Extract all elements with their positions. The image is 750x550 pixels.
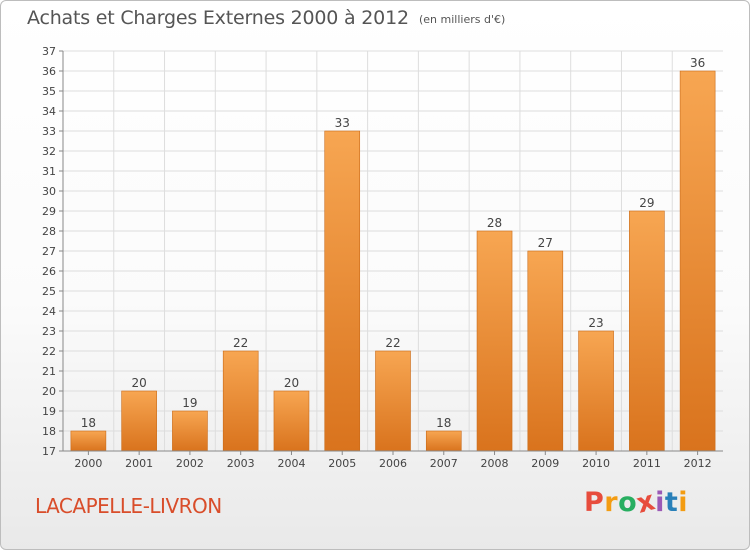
place-name: LACAPELLE-LIVRON: [35, 494, 222, 518]
data-label: 20: [132, 376, 147, 390]
data-label: 19: [182, 396, 197, 410]
x-tick-label: 2002: [176, 457, 204, 470]
bar-2010: [578, 330, 614, 452]
x-tick-label: 2010: [582, 457, 610, 470]
logo-letter: r: [604, 487, 619, 518]
data-label: 22: [233, 336, 248, 350]
bar-2004: [273, 390, 310, 452]
x-tick-label: 2009: [531, 457, 559, 470]
bar-2005: [324, 130, 361, 452]
y-tick-label: 24: [42, 305, 56, 318]
data-label: 18: [436, 416, 451, 430]
y-tick-label: 25: [42, 285, 56, 298]
data-label: 29: [639, 196, 654, 210]
data-label: 27: [538, 236, 553, 250]
logo-letter: i: [678, 487, 689, 518]
data-label: 36: [690, 56, 705, 70]
logo-letter: t: [664, 487, 679, 518]
data-label: 22: [385, 336, 400, 350]
x-tick-label: 2006: [379, 457, 407, 470]
y-tick-label: 30: [42, 185, 56, 198]
chart-title: Achats et Charges Externes 2000 à 2012: [27, 7, 409, 29]
data-label: 20: [284, 376, 299, 390]
bar-2009: [527, 250, 564, 452]
x-tick-label: 2007: [430, 457, 458, 470]
data-label: 33: [335, 116, 350, 130]
bars: [70, 70, 716, 452]
bar-2002: [172, 410, 208, 452]
y-tick-label: 19: [42, 405, 56, 418]
x-tick-label: 2001: [125, 457, 153, 470]
bar-2006: [375, 350, 411, 452]
y-tick-label: 18: [42, 425, 56, 438]
bar-2008: [476, 230, 513, 452]
y-tick-label: 34: [42, 105, 56, 118]
bar-2000: [70, 430, 107, 452]
bar-2001: [121, 390, 157, 452]
y-tick-label: 26: [42, 265, 56, 278]
bar-2012: [679, 70, 716, 452]
y-tick-label: 20: [42, 385, 56, 398]
bar-2007: [425, 430, 462, 452]
y-tick-label: 17: [42, 445, 56, 458]
y-tick-label: 28: [42, 225, 56, 238]
labels: 17 18 19 20 21 22 23 24 25 26 27 28 29 30 31 32 33 34 35 36…: [42, 45, 712, 470]
y-tick-label: 31: [42, 165, 56, 178]
proxiti-logo: Proxiti: [584, 485, 689, 520]
y-tick-label: 29: [42, 205, 56, 218]
y-tick-label: 23: [42, 325, 56, 338]
x-tick-label: 2011: [633, 457, 661, 470]
bar-2003: [222, 350, 259, 452]
chart-subtitle: (en milliers d'€): [419, 13, 506, 26]
y-tick-label: 35: [42, 85, 56, 98]
x-tick-label: 2008: [481, 457, 509, 470]
y-tick-label: 36: [42, 65, 56, 78]
y-tick-label: 33: [42, 125, 56, 138]
y-tick-label: 32: [42, 145, 56, 158]
logo-letter: P: [584, 487, 605, 518]
bar-2011: [629, 210, 665, 452]
x-tick-label: 2003: [227, 457, 255, 470]
logo-letter: o: [618, 487, 638, 518]
logo-letter: i: [655, 487, 665, 518]
y-tick-label: 21: [42, 365, 56, 378]
data-label: 23: [588, 316, 603, 330]
axes: [59, 50, 723, 455]
x-tick-label: 2004: [277, 457, 305, 470]
y-tick-label: 37: [42, 45, 56, 58]
y-tick-label: 27: [42, 245, 56, 258]
x-tick-label: 2005: [328, 457, 356, 470]
x-tick-label: 2000: [74, 457, 102, 470]
data-label: 18: [81, 416, 96, 430]
x-tick-label: 2012: [684, 457, 712, 470]
data-label: 28: [487, 216, 502, 230]
y-tick-label: 22: [42, 345, 56, 358]
